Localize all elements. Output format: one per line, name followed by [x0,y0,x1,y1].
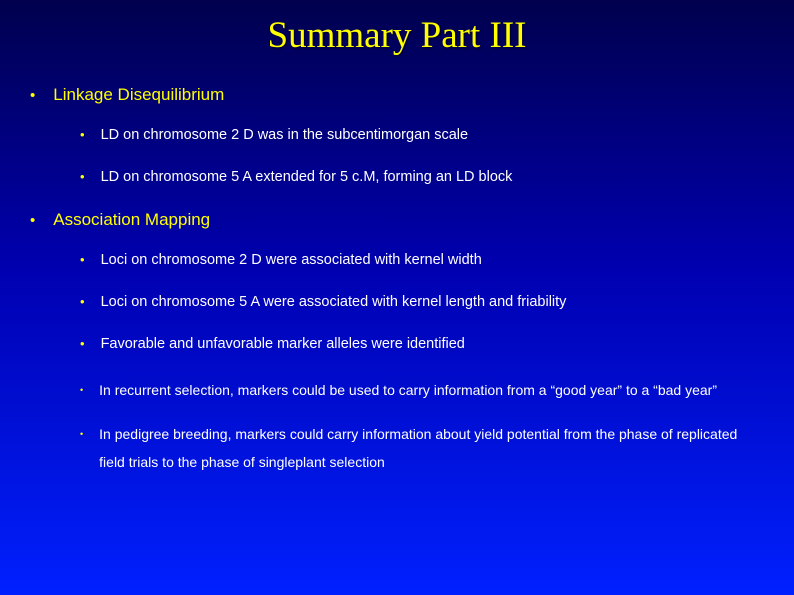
bullet-icon: • [30,213,35,228]
section-heading-text: Association Mapping [53,210,764,230]
section-heading-text: Linkage Disequilibrium [53,85,764,105]
slide-content: • Linkage Disequilibrium • LD on chromos… [0,57,794,476]
bullet-icon: • [80,126,85,144]
list-item-text: Loci on chromosome 5 A were associated w… [101,292,764,312]
list-item: • LD on chromosome 2 D was in the subcen… [80,125,764,145]
list-item-text: In recurrent selection, markers could be… [99,376,764,404]
bullet-icon: • [80,425,83,443]
bullet-icon: • [80,381,83,399]
list-item: • In pedigree breeding, markers could ca… [80,420,764,476]
list-item: • LD on chromosome 5 A extended for 5 c.… [80,167,764,187]
list-item-text: Favorable and unfavorable marker alleles… [101,334,764,354]
list-item: • Favorable and unfavorable marker allel… [80,334,764,354]
bullet-icon: • [80,251,85,269]
list-item-text: Loci on chromosome 2 D were associated w… [101,250,764,270]
list-item: • Loci on chromosome 2 D were associated… [80,250,764,270]
list-item: • In recurrent selection, markers could … [80,376,764,404]
list-item-text: In pedigree breeding, markers could carr… [99,420,764,476]
bullet-icon: • [80,293,85,311]
bullet-icon: • [80,335,85,353]
bullet-icon: • [80,168,85,186]
bullet-icon: • [30,88,35,103]
list-item-text: LD on chromosome 5 A extended for 5 c.M,… [101,167,764,187]
slide-title: Summary Part III [0,0,794,57]
section-heading: • Association Mapping [30,210,764,230]
section-heading: • Linkage Disequilibrium [30,85,764,105]
list-item: • Loci on chromosome 5 A were associated… [80,292,764,312]
list-item-text: LD on chromosome 2 D was in the subcenti… [101,125,764,145]
